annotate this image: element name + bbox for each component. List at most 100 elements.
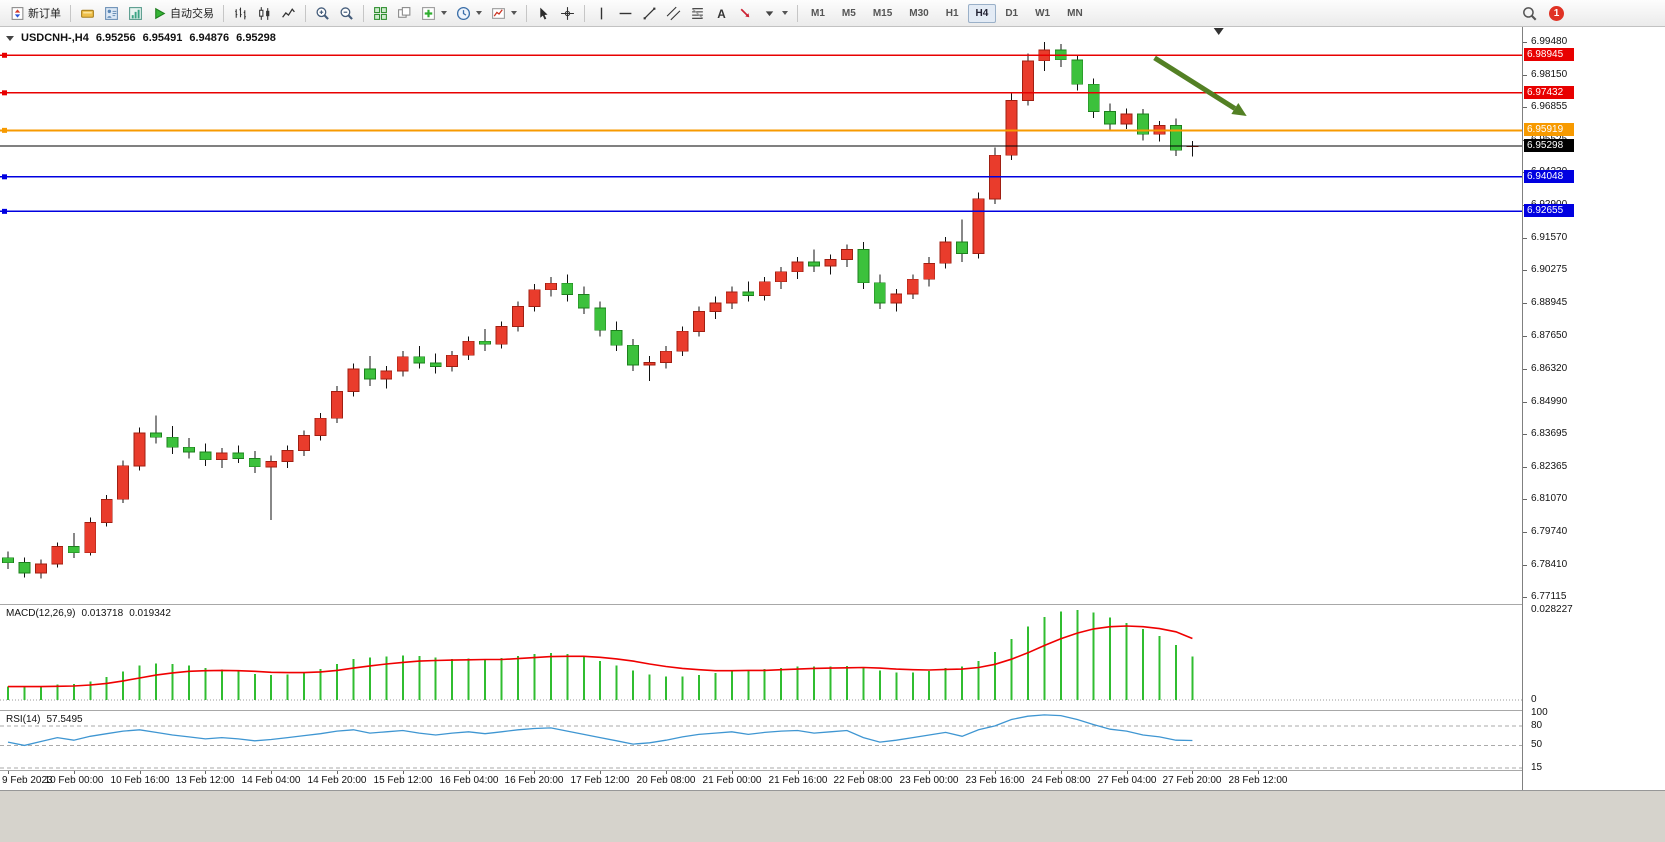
time-tick-mark [863, 771, 864, 774]
price-line-label: 6.97432 [1524, 86, 1574, 99]
time-axis-label: 21 Feb 00:00 [702, 775, 762, 786]
play-green-icon [152, 6, 167, 21]
metaeditor-button[interactable] [76, 2, 99, 24]
cursor-button[interactable] [532, 2, 555, 24]
price-tick-mark [1523, 303, 1527, 304]
horizontal-line-button[interactable] [614, 2, 637, 24]
cascade-windows-button[interactable] [393, 2, 416, 24]
price-tick-label: 6.90275 [1531, 264, 1568, 275]
macd-chart-canvas[interactable] [0, 605, 1522, 710]
toolbar-right-group: 1 [1518, 2, 1659, 24]
trend-icon [642, 6, 657, 21]
grid-green-icon [373, 6, 388, 21]
macd-indicator-panel[interactable]: MACD(12,26,9) 0.013718 0.019342 [0, 605, 1522, 710]
fibonacci-button[interactable] [686, 2, 709, 24]
timeframe-h1[interactable]: H1 [945, 7, 959, 19]
zoom-out-button[interactable] [335, 2, 358, 24]
text-button[interactable]: A [710, 2, 733, 24]
rsi-indicator-panel[interactable]: RSI(14) 57.5495 [0, 711, 1522, 770]
price-axis[interactable]: 6.994806.981506.968556.955256.942306.929… [1522, 27, 1665, 790]
timeframe-m15[interactable]: M15 [872, 7, 893, 19]
toolbar-separator [363, 4, 364, 22]
indicators-button[interactable] [417, 2, 451, 24]
time-tick-mark [1192, 771, 1193, 774]
indicators-icon [421, 6, 436, 21]
templates-button[interactable] [487, 2, 521, 24]
new-order-button[interactable]: 新订单 [6, 2, 65, 24]
time-axis[interactable]: 9 Feb 2023 10 Feb 00:00 10 Feb 16:00 13 Feb… [0, 771, 1522, 790]
periods-button[interactable] [452, 2, 486, 24]
cursor-icon [536, 6, 551, 21]
candlestick-chart-button[interactable] [253, 2, 276, 24]
timeframe-w1[interactable]: W1 [1035, 7, 1051, 19]
tile-windows-button[interactable] [369, 2, 392, 24]
time-axis-label: 23 Feb 16:00 [965, 775, 1025, 786]
price-tick-label: 6.83695 [1531, 428, 1568, 439]
rsi-chart-canvas[interactable] [0, 711, 1522, 770]
price-tick-label: 6.77115 [1531, 591, 1567, 602]
chart-collapse-icon[interactable] [6, 35, 14, 41]
price-tick-label: 6.98150 [1531, 69, 1568, 80]
ohlc-high: 6.95491 [142, 32, 183, 44]
panel-separator-macd[interactable] [0, 604, 1665, 605]
price-tick-label: 6.86320 [1531, 363, 1568, 374]
time-axis-label: 16 Feb 04:00 [439, 775, 499, 786]
search-button[interactable] [1518, 2, 1541, 24]
line-chart-button[interactable] [277, 2, 300, 24]
timeframe-m5[interactable]: M5 [841, 7, 856, 19]
blue-tool-icon [104, 6, 119, 21]
autotrading-button-label: 自动交易 [170, 8, 214, 20]
panel-separator-rsi[interactable] [0, 710, 1665, 711]
crosshair-button[interactable] [556, 2, 579, 24]
vertical-line-button[interactable] [590, 2, 613, 24]
rsi-label: RSI(14) 57.5495 [6, 714, 83, 725]
timeframe-h4[interactable]: H4 [967, 3, 997, 23]
price-tick-label: 6.78410 [1531, 559, 1568, 570]
timeframe-m1[interactable]: M1 [811, 7, 825, 19]
chart-symbol-period: USDCNH-,H4 [21, 32, 89, 44]
zoom-out-icon [339, 6, 354, 21]
hline-icon [618, 6, 633, 21]
price-tick-mark [1523, 238, 1527, 239]
channel-icon [666, 6, 681, 21]
price-tick-label: 6.96855 [1531, 101, 1568, 112]
price-tick-label: 6.87650 [1531, 330, 1568, 341]
channel-button[interactable] [662, 2, 685, 24]
shapes-dropdown-button[interactable] [758, 2, 792, 24]
market-watch-button[interactable] [100, 2, 123, 24]
time-tick-mark [534, 771, 535, 774]
terminal-button[interactable] [124, 2, 147, 24]
time-tick-mark [1258, 771, 1259, 774]
time-tick-mark [205, 771, 206, 774]
macd-main-value: 0.013718 [81, 608, 124, 619]
notifications-badge[interactable]: 1 [1549, 5, 1564, 21]
zoom-in-button[interactable] [311, 2, 334, 24]
template-icon [491, 6, 506, 21]
ohlc-low: 6.94876 [189, 32, 230, 44]
time-axis-label: 28 Feb 12:00 [1228, 775, 1288, 786]
autotrading-button[interactable]: 自动交易 [148, 2, 218, 24]
time-tick-mark [74, 771, 75, 774]
current-price-label: 6.95298 [1524, 139, 1574, 152]
main-chart-panel[interactable]: USDCNH-,H4 6.95256 6.95491 6.94876 6.952… [0, 27, 1522, 604]
timeframe-m30[interactable]: M30 [909, 7, 929, 19]
candlestick-chart-canvas[interactable] [0, 27, 1522, 604]
time-tick-mark [403, 771, 404, 774]
rsi-axis-label: 50 [1531, 739, 1543, 750]
price-tick-mark [1523, 270, 1527, 271]
time-axis-label: 13 Feb 12:00 [175, 775, 235, 786]
toolbar-separator [223, 4, 224, 22]
svg-text:A: A [717, 7, 726, 20]
time-tick-mark [1127, 771, 1128, 774]
timeframe-d1[interactable]: D1 [1005, 7, 1019, 19]
time-axis-label: 10 Feb 00:00 [44, 775, 104, 786]
trendline-button[interactable] [638, 2, 661, 24]
price-line-label: 6.94048 [1524, 170, 1574, 183]
timeframe-mn[interactable]: MN [1067, 7, 1083, 19]
price-tick-label: 6.79740 [1531, 526, 1568, 537]
price-tick-mark [1523, 42, 1527, 43]
time-tick-mark [929, 771, 930, 774]
time-tick-mark [666, 771, 667, 774]
bar-chart-button[interactable] [229, 2, 252, 24]
arrows-button[interactable] [734, 2, 757, 24]
